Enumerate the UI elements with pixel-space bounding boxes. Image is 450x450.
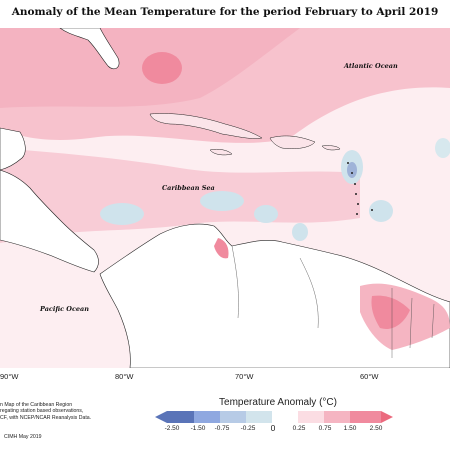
land-jamaica — [209, 148, 233, 156]
legend-tick: -1.50 — [190, 425, 206, 432]
cool-spot-3 — [254, 205, 278, 223]
legend-arrow-left — [155, 411, 167, 423]
warm-patch-maracaibo — [214, 238, 229, 259]
legend-tick: 0 — [270, 423, 276, 433]
cool-spot-2 — [200, 191, 244, 211]
lon-label-80w: 80°W — [115, 372, 134, 381]
land-hispaniola — [269, 135, 316, 149]
legend-swatch-8 — [350, 411, 381, 423]
land-florida — [59, 28, 120, 70]
lon-label-70w: 70°W — [235, 372, 254, 381]
land-cuba — [149, 113, 263, 139]
cool-spot-6-core — [347, 162, 357, 178]
lon-label-60w: 60°W — [360, 372, 379, 381]
legend-swatch-6 — [298, 411, 324, 423]
legend-swatch-5 — [272, 411, 298, 423]
land-yucatan — [0, 127, 26, 171]
land-south-america — [99, 223, 450, 368]
legend-tick: -0.75 — [214, 425, 230, 432]
warm-spot-bahamas — [142, 52, 182, 84]
cool-spot-1 — [100, 203, 144, 225]
label-atlantic-ocean: Atlantic Ocean — [343, 62, 398, 70]
legend-swatch-3 — [220, 411, 246, 423]
anomaly-map: Atlantic Ocean Caribbean Sea Pacific Oce… — [0, 28, 450, 368]
legend-swatch-7 — [324, 411, 350, 423]
legend-tick: 1.50 — [343, 425, 357, 432]
source-notes: n Map of the Caribbean Region regating s… — [0, 402, 120, 421]
land-central-america — [0, 169, 99, 273]
land-puerto-rico — [321, 145, 341, 151]
legend-tick: -2.50 — [164, 425, 180, 432]
legend-swatch-4 — [246, 411, 272, 423]
lesser-antilles — [347, 162, 373, 215]
legend-tick: 0.25 — [292, 425, 306, 432]
lon-label-90w: 90°W — [0, 372, 19, 381]
cool-spot-4 — [292, 223, 308, 241]
warm-patch-core — [371, 295, 410, 330]
legend-tick: 0.75 — [318, 425, 332, 432]
legend-tick: -0.25 — [240, 425, 256, 432]
note-line-1: n Map of the Caribbean Region — [0, 402, 73, 408]
label-caribbean-sea: Caribbean Sea — [162, 184, 215, 192]
cool-spot-7 — [435, 138, 450, 158]
label-pacific-ocean: Pacific Ocean — [39, 305, 89, 313]
legend-title: Temperature Anomaly (°C) — [219, 397, 337, 408]
legend-swatch-1 — [167, 411, 194, 423]
country-borders — [231, 245, 435, 358]
credit-text: CIMH May 2019 — [4, 434, 42, 440]
legend-arrow-right — [381, 411, 393, 423]
note-line-2: regating station based observations, — [0, 408, 84, 415]
legend-swatch-2 — [194, 411, 220, 423]
legend-tick: 2.50 — [369, 425, 383, 432]
map-title: Anomaly of the Mean Temperature for the … — [11, 6, 439, 18]
cool-spot-5 — [369, 200, 393, 222]
color-legend — [155, 411, 393, 423]
note-line-3: CF, with NCEP/NCAR Reanalysis Data. — [0, 414, 92, 421]
